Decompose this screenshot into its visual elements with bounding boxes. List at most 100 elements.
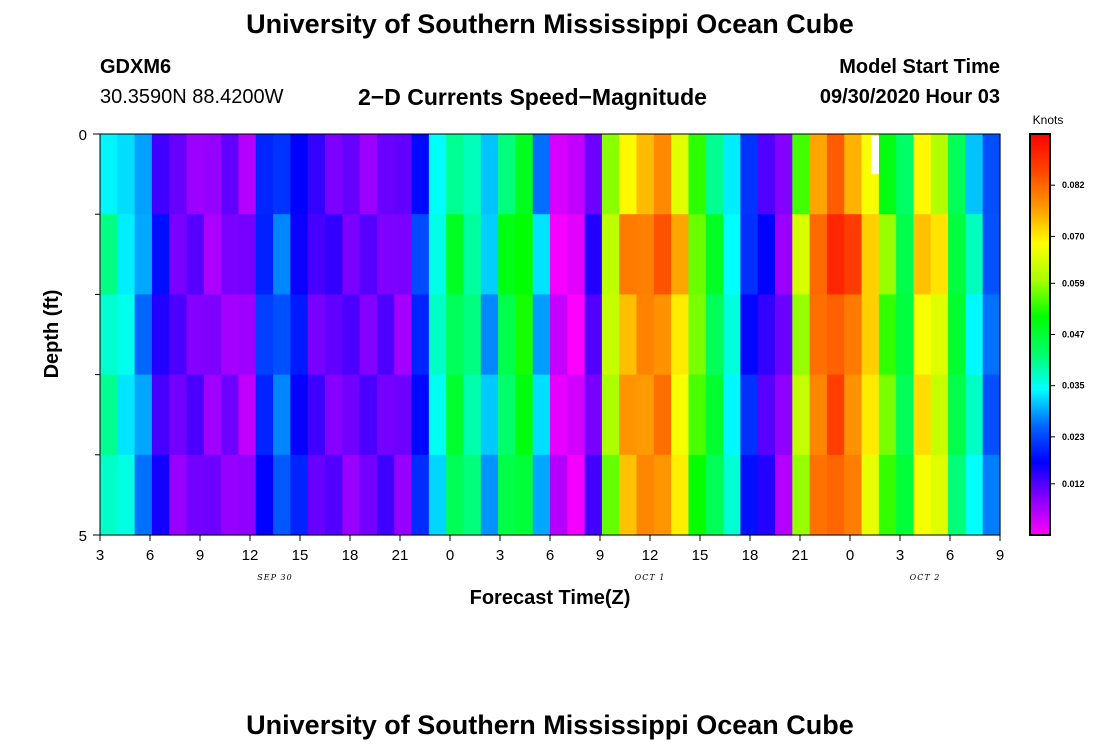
heatmap-cell	[619, 454, 638, 536]
heatmap-cell	[671, 374, 690, 456]
heatmap-cell	[498, 294, 516, 376]
colorbar-tick-label: 0.082	[1062, 180, 1085, 190]
heatmap-cell	[515, 454, 534, 536]
heatmap-cell	[307, 454, 326, 536]
heatmap-cell	[463, 134, 482, 215]
heatmap-cell	[186, 214, 205, 295]
heatmap-cell	[203, 294, 222, 376]
heatmap-cell	[861, 454, 880, 536]
heatmap-cell	[809, 134, 828, 215]
heatmap-cell	[532, 454, 551, 536]
heatmap-cell	[723, 214, 741, 295]
heatmap-cell	[480, 214, 499, 295]
heatmap-cell	[134, 454, 153, 536]
heatmap-cell	[723, 374, 741, 456]
heatmap-cell	[930, 134, 949, 215]
heatmap-cell	[273, 214, 291, 295]
heatmap-cell	[480, 294, 499, 376]
x-tick-label: 21	[792, 547, 809, 564]
heatmap-cell	[965, 374, 984, 456]
heatmap-cell	[653, 134, 672, 215]
heatmap-cell	[463, 294, 482, 376]
heatmap-cell	[740, 294, 759, 376]
heatmap-cell	[671, 134, 690, 215]
heatmap-cell	[480, 134, 499, 215]
heatmap-cell	[203, 134, 222, 215]
heatmap-cell	[775, 294, 793, 376]
heatmap-cell	[723, 454, 741, 536]
heatmap-cell	[376, 454, 395, 536]
heatmap-cell	[844, 294, 863, 376]
y-tick-label: 5	[79, 528, 87, 545]
page-title: University of Southern Mississippi Ocean…	[246, 9, 854, 39]
heatmap-cell	[515, 294, 534, 376]
x-tick-label: 18	[742, 547, 759, 564]
heatmap-cell	[844, 214, 863, 295]
heatmap-cell	[428, 374, 447, 456]
heatmap-cell	[688, 294, 707, 376]
heatmap-cell	[376, 374, 395, 456]
heatmap-cell	[861, 294, 880, 376]
heatmap-cell	[584, 454, 603, 536]
heatmap-cell	[688, 374, 707, 456]
heatmap-cell	[688, 134, 707, 215]
heatmap-cell	[359, 454, 378, 536]
heatmap-cell	[878, 214, 897, 295]
heatmap-cell	[446, 134, 465, 215]
heatmap-cell	[342, 374, 361, 456]
date-label: SEP 30	[257, 573, 292, 582]
heatmap-cell	[705, 374, 724, 456]
heatmap-cell	[532, 294, 551, 376]
heatmap-cell	[342, 294, 361, 376]
x-tick-label: 0	[446, 547, 454, 564]
heatmap-cell	[982, 134, 1001, 215]
heatmap-cell	[394, 134, 413, 215]
colorbar-tick-label: 0.035	[1062, 381, 1085, 391]
heatmap-cell	[394, 214, 413, 295]
heatmap-cell	[653, 454, 672, 536]
colorbar-tick-label: 0.070	[1062, 231, 1085, 241]
heatmap-cell	[809, 454, 828, 536]
heatmap-cell	[861, 214, 880, 295]
model-start-label: Model Start Time	[839, 56, 1000, 78]
heatmap-cell	[151, 134, 170, 215]
heatmap-cell	[290, 214, 309, 295]
heatmap-cell	[775, 374, 793, 456]
heatmap-cell	[273, 134, 291, 215]
heatmap-cell	[186, 374, 205, 456]
heatmap-cell	[965, 134, 984, 215]
heatmap-cell	[169, 374, 188, 456]
heatmap-cell	[792, 454, 811, 536]
heatmap-cell	[221, 374, 240, 456]
heatmap-cell	[117, 214, 136, 295]
heatmap-cell	[567, 454, 586, 536]
heatmap-cell	[428, 134, 447, 215]
heatmap-cell	[203, 214, 222, 295]
x-tick-label: 15	[692, 547, 709, 564]
heatmap-cell	[792, 134, 811, 215]
heatmap-cell	[532, 134, 551, 215]
heatmap-cell	[117, 294, 136, 376]
heatmap-cell	[896, 294, 915, 376]
heatmap-cell	[982, 454, 1001, 536]
heatmap-cell	[601, 294, 620, 376]
heatmap-cell	[463, 374, 482, 456]
heatmap-cell	[757, 294, 776, 376]
colorbar-gradient	[1029, 133, 1051, 536]
heatmap-cell	[515, 374, 534, 456]
heatmap-cell	[757, 454, 776, 536]
x-tick-label: 3	[496, 547, 504, 564]
heatmap-cell	[394, 294, 413, 376]
heatmap-cell	[792, 374, 811, 456]
heatmap-cell	[428, 214, 447, 295]
heatmap-cell	[636, 214, 655, 295]
heatmap-cell	[896, 134, 915, 215]
heatmap-cell	[169, 134, 188, 215]
heatmap-cell	[100, 454, 118, 536]
heatmap-cell	[376, 134, 395, 215]
heatmap-cell	[342, 214, 361, 295]
heatmap-cell	[342, 134, 361, 215]
heatmap-cell	[723, 134, 741, 215]
heatmap-cell	[567, 134, 586, 215]
heatmap-cell	[255, 294, 274, 376]
